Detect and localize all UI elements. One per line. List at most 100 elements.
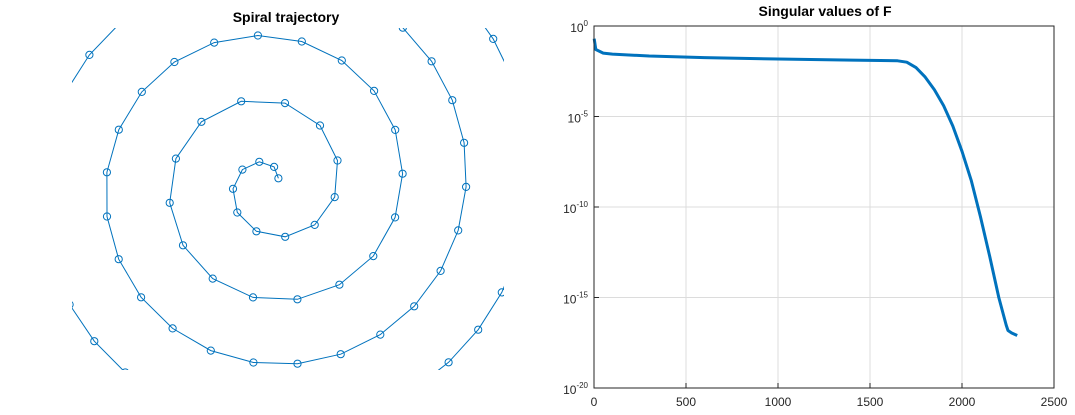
spiral-point: [14, 339, 21, 346]
x-tick-label: 1000: [765, 395, 792, 409]
spiral-point: [293, 295, 302, 304]
spiral-point: [0, 299, 2, 306]
singular-values-title: Singular values of F: [758, 3, 891, 19]
spiral-point: [337, 56, 346, 65]
x-tick-label: 2000: [949, 395, 976, 409]
spiral-point: [464, 0, 471, 7]
spiral-point: [333, 156, 342, 165]
spiral-point: [137, 87, 146, 97]
spiral-point: [554, 20, 561, 27]
spiral-point: [69, 408, 76, 415]
spiral-point: [444, 358, 453, 367]
spiral-point: [13, 44, 20, 51]
spiral-point: [410, 302, 419, 311]
spiral-point: [533, 355, 540, 362]
spiral-point: [572, 60, 579, 67]
spiral-point: [489, 34, 498, 44]
y-tick-label: 10-20: [563, 381, 588, 397]
spiral-point: [310, 220, 319, 229]
spiral-point: [90, 337, 99, 346]
spiral-point: [364, 0, 371, 5]
spiral-point: [509, 75, 516, 82]
spiral-point: [280, 99, 290, 108]
spiral-point: [585, 234, 592, 241]
spiral-line: [72, 28, 504, 370]
spiral-point: [122, 368, 129, 370]
spiral-point: [249, 358, 258, 367]
spiral-point: [330, 193, 339, 202]
spiral-point: [335, 280, 344, 289]
spiral-point: [237, 97, 246, 106]
spiral-point: [270, 162, 279, 171]
spiral-point: [197, 117, 206, 126]
ticks: 0 500 1000 1500 2000 2500 100 10-5 10-10 10-15 10-…: [563, 19, 1068, 409]
spiral-point: [410, 386, 417, 393]
spiral-point: [39, 375, 46, 382]
spiral-point: [49, 260, 56, 267]
spiral-point: [137, 293, 146, 302]
spiral-point: [178, 241, 188, 250]
spiral-point: [114, 125, 123, 134]
spiral-point: [391, 213, 400, 222]
spiral-panel: Spiral trajectory: [0, 0, 592, 415]
spiral-point: [497, 288, 504, 297]
spiral-point: [85, 50, 94, 60]
spiral-plot: [0, 0, 592, 415]
spiral-point: [252, 227, 261, 236]
spiral-point: [102, 168, 112, 177]
spiral-point: [454, 226, 463, 235]
spiral-point: [168, 324, 177, 333]
spiral-title: Spiral trajectory: [233, 9, 340, 25]
spiral-point: [158, 394, 165, 401]
spiral-point: [297, 37, 306, 46]
spiral-point: [556, 317, 563, 324]
spiral-point: [206, 346, 215, 355]
y-tick-label: 10-15: [563, 291, 588, 307]
spiral-point: [515, 248, 522, 255]
spiral-point: [228, 184, 238, 193]
x-tick-label: 1500: [857, 395, 884, 409]
spiral-point: [0, 84, 1, 91]
spiral-point: [522, 117, 529, 124]
grid: [594, 26, 1054, 388]
spiral-point: [171, 154, 180, 163]
spiral-point: [427, 57, 436, 66]
spiral-point: [460, 138, 469, 147]
spiral-point: [114, 255, 123, 264]
spiral-point: [208, 274, 217, 283]
spiral-point: [436, 266, 445, 275]
spiral-point: [248, 293, 258, 302]
spiral-point: [376, 330, 385, 339]
spiral-point: [281, 232, 290, 241]
spiral-point: [274, 174, 283, 183]
spiral-point: [336, 350, 345, 359]
spiral-point: [315, 121, 325, 130]
spiral-point: [525, 205, 532, 212]
spiral-point: [391, 125, 400, 134]
spiral-point: [233, 208, 242, 217]
spiral-point: [62, 89, 69, 96]
x-tick-label: 2500: [1041, 395, 1068, 409]
singular-values-line: [592, 38, 1018, 337]
spiral-point: [153, 0, 160, 2]
spiral-point: [39, 217, 46, 224]
y-tick-label: 10-10: [563, 200, 588, 216]
spiral-point: [102, 212, 112, 221]
spiral-point: [369, 252, 378, 261]
singular-values-panel: Singular values of F 0 500 1000 1500 2000 250…: [563, 3, 1068, 409]
spiral-point: [46, 130, 53, 137]
spiral-point: [462, 182, 471, 191]
spiral-point: [165, 198, 174, 207]
spiral-point: [398, 28, 407, 32]
spiral-point: [371, 406, 378, 413]
spiral-point: [238, 165, 247, 174]
x-tick-label: 500: [676, 395, 696, 409]
spiral-point: [210, 38, 219, 47]
spiral-point: [39, 8, 46, 15]
y-tick-label: 100: [570, 19, 588, 35]
spiral-point: [398, 169, 407, 178]
spiral-point: [170, 57, 179, 67]
spiral-point: [573, 277, 580, 284]
spiral-point: [527, 161, 534, 168]
